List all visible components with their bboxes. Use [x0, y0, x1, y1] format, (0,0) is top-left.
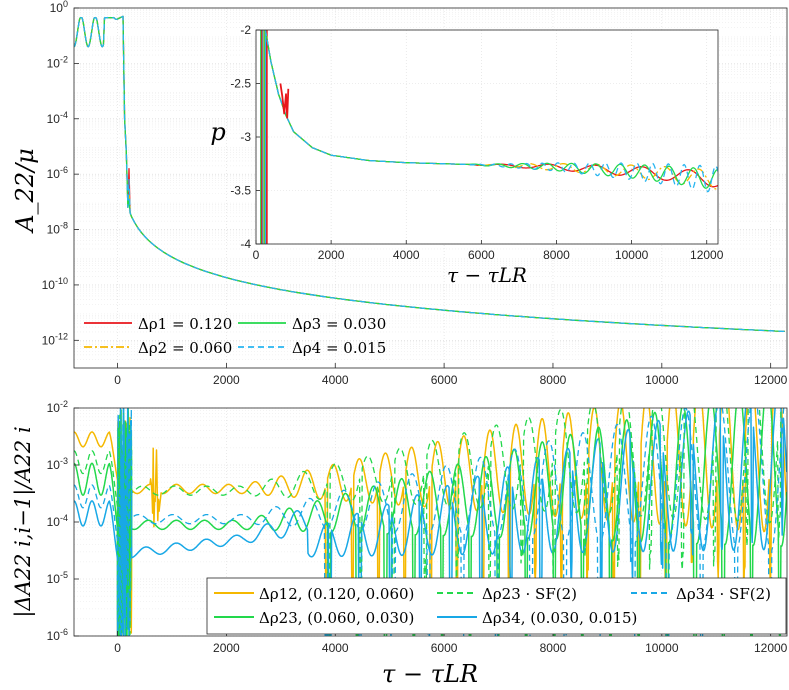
- legend-label-rho2: Δρ2 = 0.060: [138, 339, 232, 357]
- bottom-x-tick-label: 8000: [540, 641, 567, 655]
- legend-label-rho1: Δρ1 = 0.120: [138, 315, 232, 333]
- top-y-tick-label: 100: [50, 0, 68, 15]
- top-x-tick-label: 2000: [213, 373, 240, 387]
- bottom-ylabel: |ΔA22 i,i−1|/A22 i: [11, 426, 36, 617]
- legend-label-d23: Δρ23, (0.060, 0.030): [259, 609, 414, 627]
- bottom-y-tick-label-exp: -5: [60, 570, 68, 580]
- legend-label-d34: Δρ34, (0.030, 0.015): [482, 609, 637, 627]
- inset-x-tick-label: 2000: [318, 248, 345, 262]
- top-x-tick-label: 12000: [754, 373, 788, 387]
- bottom-y-tick-label: 10-4: [47, 513, 68, 529]
- inset-x-tick-label: 12000: [690, 248, 724, 262]
- top-legend: Δρ1 = 0.120 Δρ3 = 0.030 Δρ2 = 0.060 Δρ4 …: [84, 315, 386, 357]
- inset-y-tick-label: -3.5: [230, 184, 251, 198]
- bottom-lines: [74, 408, 787, 636]
- inset-series-line: [264, 30, 718, 193]
- inset-y-tick-label: -3: [240, 130, 251, 144]
- top-y-tick-label-exp: -12: [55, 331, 68, 341]
- legend-item-rho2: Δρ2 = 0.060: [84, 339, 232, 357]
- top-x-tick-label: 0: [114, 373, 121, 387]
- inset-ylabel: p: [210, 118, 225, 146]
- bottom-legend-box: [206, 577, 787, 635]
- top-y-tick-label: 10-10: [42, 276, 68, 292]
- inset-x-tick-label: 4000: [393, 248, 420, 262]
- top-series-line: [74, 15, 785, 333]
- bottom-x-tick-label: 6000: [431, 641, 458, 655]
- inset-xlabel: τ − τLR: [447, 263, 527, 287]
- legend-item-rho4: Δρ4 = 0.015: [238, 339, 386, 357]
- inset-y-tick-label: -2: [240, 23, 251, 37]
- bottom-x-tick-label: 12000: [754, 641, 788, 655]
- inset-glitch: [279, 83, 290, 119]
- bottom-xlabel: τ − τLR: [382, 660, 478, 688]
- top-x-tick-label: 10000: [645, 373, 679, 387]
- legend-item-d23: Δρ23, (0.060, 0.030): [214, 609, 414, 627]
- top-x-tick-label: 4000: [322, 373, 349, 387]
- bottom-y-tick-label: 10-2: [47, 399, 68, 415]
- top-y-tick-label-exp: -10: [55, 276, 68, 286]
- legend-item-d12: Δρ12, (0.120, 0.060): [214, 585, 414, 603]
- bottom-series-line: [74, 408, 787, 636]
- bottom-y-tick-label-exp: -6: [60, 627, 68, 637]
- inset-lines: [260, 30, 718, 244]
- top-y-tick-label-exp: -4: [60, 110, 68, 120]
- top-y-tick-label: 10-4: [47, 110, 68, 126]
- top-y-tick-label-exp: -2: [60, 54, 68, 64]
- inset-x-tick-label: 10000: [615, 248, 649, 262]
- inset-x-tick-label: 6000: [468, 248, 495, 262]
- top-y-tick-label-exp: -8: [60, 221, 68, 231]
- top-y-tick-label: 10-8: [47, 221, 68, 237]
- legend-label-d34sf: Δρ34 · SF(2): [676, 585, 771, 603]
- bottom-x-tick-label: 0: [114, 641, 121, 655]
- bottom-x-tick-label: 2000: [213, 641, 240, 655]
- top-y-tick-label: 10-2: [47, 54, 68, 70]
- inset-x-tick-label: 8000: [543, 248, 570, 262]
- inset-panel: 0 2000 4000 6000 8000 10000 12000 -4 -3.5 -3 -2.5 -…: [210, 23, 723, 287]
- bottom-y-tick-label-exp: -4: [60, 513, 68, 523]
- bottom-y-tick-label-exp: -2: [60, 399, 68, 409]
- top-y-tick-label-exp: -6: [60, 165, 68, 175]
- bottom-series-line: [74, 408, 782, 636]
- top-y-tick-label-exp: 0: [63, 0, 68, 9]
- legend-label-rho4: Δρ4 = 0.015: [292, 339, 386, 357]
- bottom-legend: Δρ12, (0.120, 0.060) Δρ23, (0.060, 0.030…: [206, 577, 787, 635]
- legend-item-d34sf: Δρ34 · SF(2): [631, 585, 771, 603]
- inset-y-tick-label: -4: [240, 237, 251, 251]
- legend-item-rho1: Δρ1 = 0.120: [84, 315, 232, 333]
- top-ylabel: A_22/μ: [11, 148, 39, 234]
- legend-item-rho3: Δρ3 = 0.030: [238, 315, 386, 333]
- bottom-x-tick-label: 10000: [645, 641, 679, 655]
- bottom-panel: 0 2000 4000 6000 8000 10000 12000 10-6 10-5 10-4 1…: [11, 399, 788, 688]
- legend-item-d23sf: Δρ23 · SF(2): [437, 585, 577, 603]
- bottom-series-line: [74, 408, 787, 636]
- inset-ticks: 0 2000 4000 6000 8000 10000 12000 -4 -3.5 -3 -2.5 -…: [230, 23, 723, 262]
- top-axes-box: [73, 7, 788, 369]
- inset-x-tick-label: 0: [253, 248, 260, 262]
- top-y-tick-label: 10-12: [42, 331, 68, 347]
- top-x-tick-label: 8000: [540, 373, 567, 387]
- top-x-tick-label: 6000: [431, 373, 458, 387]
- inset-y-tick-label: -2.5: [230, 77, 251, 91]
- bottom-y-tick-label: 10-6: [47, 627, 68, 643]
- legend-item-d34: Δρ34, (0.030, 0.015): [437, 609, 637, 627]
- bottom-y-tick-label: 10-3: [47, 456, 68, 472]
- bottom-ticks: 0 2000 4000 6000 8000 10000 12000 10-6 10-5 10-4 1…: [47, 399, 788, 655]
- top-lines: [74, 15, 785, 333]
- bottom-series-line: [74, 408, 785, 636]
- legend-label-rho3: Δρ3 = 0.030: [292, 315, 386, 333]
- bottom-x-tick-label: 4000: [322, 641, 349, 655]
- bottom-y-tick-label-exp: -3: [60, 456, 68, 466]
- legend-label-d12: Δρ12, (0.120, 0.060): [259, 585, 414, 603]
- legend-label-d23sf: Δρ23 · SF(2): [482, 585, 577, 603]
- top-y-tick-label: 10-6: [47, 165, 68, 181]
- bottom-y-tick-label: 10-5: [47, 570, 68, 586]
